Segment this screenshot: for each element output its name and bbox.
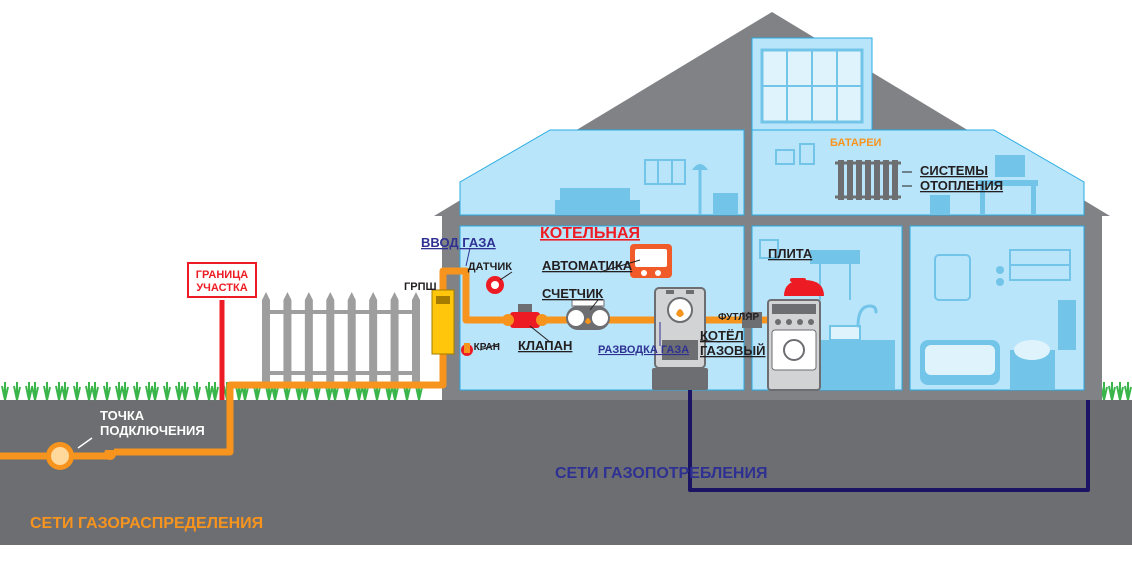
gas-infographic: ГРАНИЦАУЧАСТКА ГРПШ ВВОД ГАЗА КОТЕЛЬНАЯ ДАТЧ…	[0, 0, 1132, 581]
radiator-fin	[847, 160, 853, 200]
label-case: ФУТЛЯР	[718, 312, 759, 323]
label-heating-l2: ОТОПЛЕНИЯ	[920, 178, 1003, 193]
radiator-fin	[856, 160, 862, 200]
label-conn-l2: ПОДКЛЮЧЕНИЯ	[100, 423, 205, 438]
label-valve: КЛАПАН	[518, 338, 572, 353]
radiator-fin	[838, 160, 844, 200]
label-gas-routing: РАЗВОДКА ГАЗА	[598, 344, 689, 356]
radiator-fin	[883, 160, 889, 200]
label-boiler-room: КОТЕЛЬНАЯ	[540, 225, 640, 242]
label-automation: АВТОМАТИКА	[542, 258, 633, 273]
border-sign-l2: УЧАСТКА	[196, 282, 247, 294]
label-radiators: БАТАРЕИ	[830, 137, 882, 149]
kitchen-counter	[810, 340, 895, 390]
radiator-fin	[865, 160, 871, 200]
radiator-fin	[874, 160, 880, 200]
label-conn-l1: ТОЧКА	[100, 408, 145, 423]
label-grpsh: ГРПШ	[404, 281, 437, 293]
label-stove: ПЛИТА	[768, 246, 813, 261]
label-meter: СЧЕТЧИК	[542, 286, 603, 301]
label-boiler-l2: ГАЗОВЫЙ	[700, 343, 765, 358]
label-net-distrib: СЕТИ ГАЗОРАСПРЕДЕЛЕНИЯ	[30, 515, 263, 532]
valve-body	[510, 312, 540, 328]
border-sign-l1: ГРАНИЦА	[196, 269, 248, 281]
label-net-consume: СЕТИ ГАЗОПОТРЕБЛЕНИЯ	[555, 465, 767, 482]
label-detector: ДАТЧИК	[468, 261, 513, 273]
radiator-fin	[892, 160, 898, 200]
label-gas-in: ВВОД ГАЗА	[421, 235, 496, 250]
label-heating-l1: СИСТЕМЫ	[920, 163, 988, 178]
